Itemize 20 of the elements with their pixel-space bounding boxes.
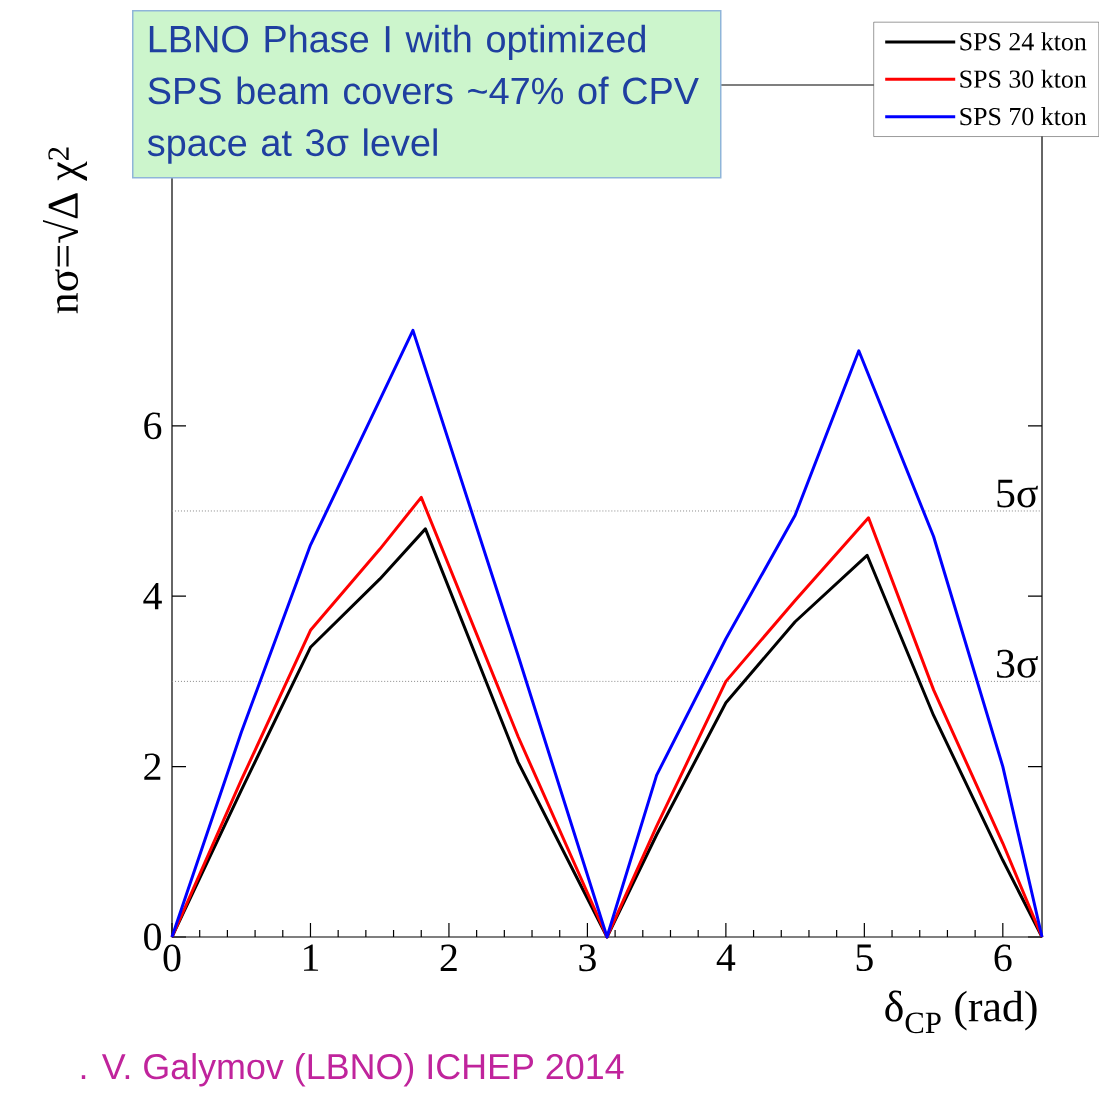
- y-tick-label: 4: [143, 583, 162, 610]
- legend-label: SPS 30 kton: [960, 69, 1087, 88]
- x-tick-label: 2: [440, 944, 457, 971]
- y-tick-label: 2: [144, 753, 161, 780]
- x-tick-label: 0: [163, 944, 181, 972]
- x-tick-label: 4: [716, 944, 736, 971]
- text: . V. Galymov (LBNO) ICHEP 2014: [81, 1053, 624, 1087]
- x-tick-label: 1: [304, 944, 319, 971]
- y-tick-label: 0: [144, 923, 161, 951]
- ref-line-label: 3σ: [997, 649, 1038, 678]
- x-tick-label: 6: [994, 944, 1012, 972]
- annotation: LBNO Phase I with optimized SPS beam covers ~47% of CPV space at 3σ level: [147, 24, 699, 164]
- legend-label: SPS 70 kton: [960, 107, 1087, 126]
- ref-line-label: 5σ: [997, 479, 1038, 508]
- legend-label: SPS 24 kton: [960, 32, 1087, 51]
- y-axis-title: nσ=√Δ χ$^{2}$: [42, 147, 87, 314]
- y-tick-label: 6: [144, 412, 162, 440]
- x-axis-title: δ$_{CP}$ (rad): [885, 990, 1037, 1034]
- x-tick-label: 5: [856, 944, 873, 971]
- x-tick-label: 3: [579, 944, 596, 972]
